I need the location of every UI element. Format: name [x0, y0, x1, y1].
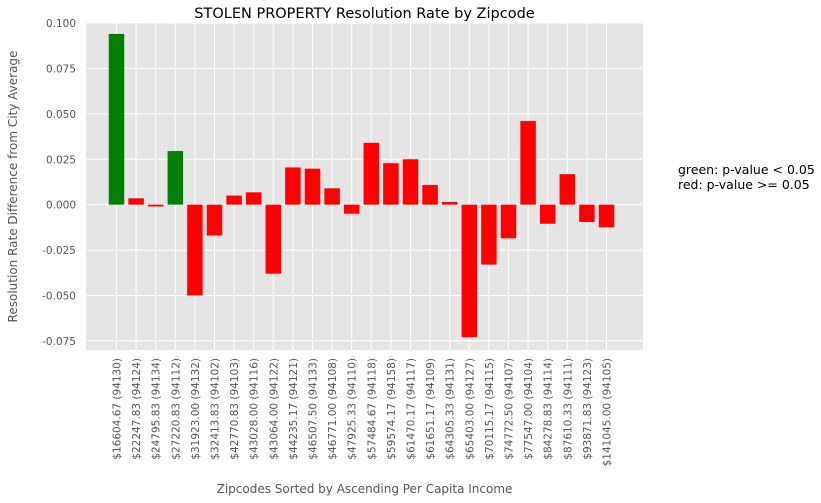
bar-6: [226, 195, 242, 205]
chart-title: STOLEN PROPERTY Resolution Rate by Zipco…: [194, 6, 534, 22]
bar-20: [500, 204, 517, 239]
x-tick-label: $64305.33 (94131): [445, 358, 457, 460]
bar-18: [461, 204, 478, 338]
bar-15: [402, 159, 419, 205]
y-tick-label: 0.100: [46, 18, 76, 30]
bar-5: [206, 204, 223, 236]
bar-22: [539, 204, 556, 224]
bar-1: [128, 198, 144, 205]
x-tick-label: $16604.67 (94130): [112, 358, 124, 460]
x-tick-label: $24795.83 (94134): [151, 358, 163, 460]
x-tick-label: $77547.00 (94104): [523, 358, 535, 460]
x-tick-label: $32413.83 (94102): [210, 358, 222, 460]
bar-14: [383, 163, 399, 205]
y-tick-label: -0.050: [42, 291, 76, 303]
x-tick-label: $44235.17 (94121): [288, 358, 300, 460]
x-tick-label: $65403.00 (94127): [464, 358, 476, 460]
bar-12: [343, 204, 360, 214]
bar-2: [147, 204, 164, 207]
bar-10: [304, 168, 321, 205]
bar-9: [285, 167, 301, 205]
x-tick-label: $47925.33 (94110): [347, 358, 359, 460]
x-tick-label: $46771.00 (94108): [327, 358, 339, 460]
bar-23: [559, 174, 576, 205]
bar-11: [324, 188, 340, 205]
x-tick-label: $70115.17 (94115): [484, 358, 496, 460]
y-tick-label: -0.025: [42, 245, 76, 257]
y-tick-label: 0.075: [46, 63, 76, 75]
x-tick-label: $74772.50 (94107): [504, 358, 516, 460]
x-tick-label: $61470.17 (94117): [406, 358, 418, 460]
bar-8: [265, 204, 282, 274]
x-tick-label: $27220.83 (94112): [170, 358, 182, 460]
bar-4: [187, 204, 203, 296]
x-tick-label: $43028.00 (94116): [249, 358, 261, 460]
x-tick-label: $46507.50 (94133): [308, 358, 320, 460]
bar-25: [598, 204, 615, 228]
x-tick-label: $141045.00 (94105): [602, 358, 614, 466]
x-tick-label: $87610.33 (94111): [562, 358, 574, 460]
x-tick-label: $59574.17 (94158): [386, 358, 398, 460]
x-tick-label: $42770.83 (94103): [229, 358, 241, 460]
x-tick-label: $61651.17 (94109): [425, 358, 437, 460]
x-axis-label: Zipcodes Sorted by Ascending Per Capita …: [217, 482, 513, 496]
legend-note-green: green: p-value < 0.05: [678, 162, 815, 177]
y-axis-label: Resolution Rate Difference from City Ave…: [6, 51, 20, 323]
x-tick-label: $43064.00 (94122): [268, 358, 280, 460]
bar-19: [481, 204, 497, 265]
bar-24: [579, 204, 595, 222]
bar-13: [363, 142, 380, 205]
bar-17: [441, 201, 458, 205]
legend-note-red: red: p-value >= 0.05: [678, 177, 810, 192]
x-tick-label: $31923.00 (94132): [190, 358, 202, 460]
y-tick-label: 0.050: [46, 109, 76, 121]
bar-3: [167, 151, 184, 205]
bar-21: [520, 121, 536, 205]
y-tick-label: -0.075: [42, 336, 76, 348]
x-tick-label: $93871.83 (94123): [582, 358, 594, 460]
y-tick-label: 0.000: [46, 200, 76, 212]
x-tick-label: $57484.67 (94118): [366, 358, 378, 460]
bar-7: [245, 192, 262, 205]
y-tick-label: 0.025: [46, 154, 76, 166]
bar-0: [108, 33, 125, 205]
bar-16: [422, 185, 438, 205]
x-tick-label: $22247.83 (94124): [131, 358, 143, 460]
x-tick-label: $84278.83 (94114): [543, 358, 555, 460]
